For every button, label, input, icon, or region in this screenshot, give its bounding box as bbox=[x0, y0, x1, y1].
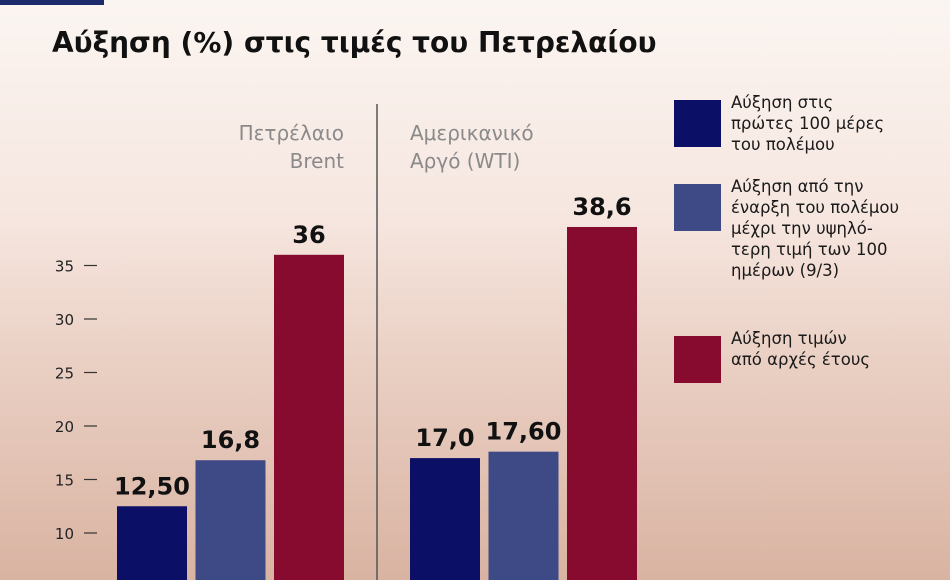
legend-item-year-to-date: Αύξηση τιμών από αρχές έτους bbox=[674, 329, 870, 383]
chart-title: Αύξηση (%) στις τιμές του Πετρελαίου bbox=[52, 26, 657, 59]
category-label: Αμερικανικό Αργό (WTI) bbox=[410, 121, 534, 173]
bar bbox=[488, 451, 559, 580]
bar bbox=[195, 460, 266, 580]
y-tick-label: 25 bbox=[55, 365, 74, 383]
bar-value-label: 38,6 bbox=[572, 193, 631, 221]
bar bbox=[567, 226, 637, 580]
legend-swatch bbox=[674, 100, 721, 147]
bar-value-label: 16,8 bbox=[201, 426, 260, 454]
legend-swatch bbox=[674, 336, 721, 383]
bar bbox=[274, 254, 344, 580]
category-label: Πετρέλαιο Brent bbox=[239, 121, 345, 173]
category-labels: Πετρέλαιο Brent Αμερικανικό Αργό (WTI) bbox=[239, 121, 534, 173]
bar-value-label: 36 bbox=[292, 221, 325, 249]
y-tick-label: 10 bbox=[55, 525, 74, 543]
legend-item-first-100-days: Αύξηση στις πρώτες 100 μέρες του πολέμου bbox=[674, 93, 884, 155]
title-accent-line bbox=[0, 0, 104, 5]
y-tick-label: 35 bbox=[55, 258, 74, 276]
bar bbox=[117, 506, 187, 580]
y-tick-label: 30 bbox=[55, 311, 74, 329]
legend-label: Αύξηση στις πρώτες 100 μέρες του πολέμου bbox=[731, 93, 885, 154]
bar-value-label: 17,60 bbox=[486, 418, 562, 446]
y-tick-label: 20 bbox=[55, 418, 74, 436]
bars bbox=[117, 226, 637, 580]
bar-value-label: 17,0 bbox=[415, 424, 474, 452]
legend-swatch bbox=[674, 184, 721, 231]
value-labels: 12,50 16,8 36 17,0 17,60 38,6 bbox=[114, 193, 632, 500]
y-tick-label: 15 bbox=[55, 472, 74, 490]
legend-label: Αύξηση από την έναρξη του πολέμου μέχρι … bbox=[731, 177, 900, 280]
legend-item-start-to-peak: Αύξηση από την έναρξη του πολέμου μέχρι … bbox=[674, 177, 899, 281]
legend-label: Αύξηση τιμών από αρχές έτους bbox=[731, 329, 871, 369]
bar bbox=[410, 458, 480, 580]
bar-value-label: 12,50 bbox=[114, 472, 190, 500]
y-axis: 35 30 25 20 15 10 bbox=[55, 258, 97, 543]
